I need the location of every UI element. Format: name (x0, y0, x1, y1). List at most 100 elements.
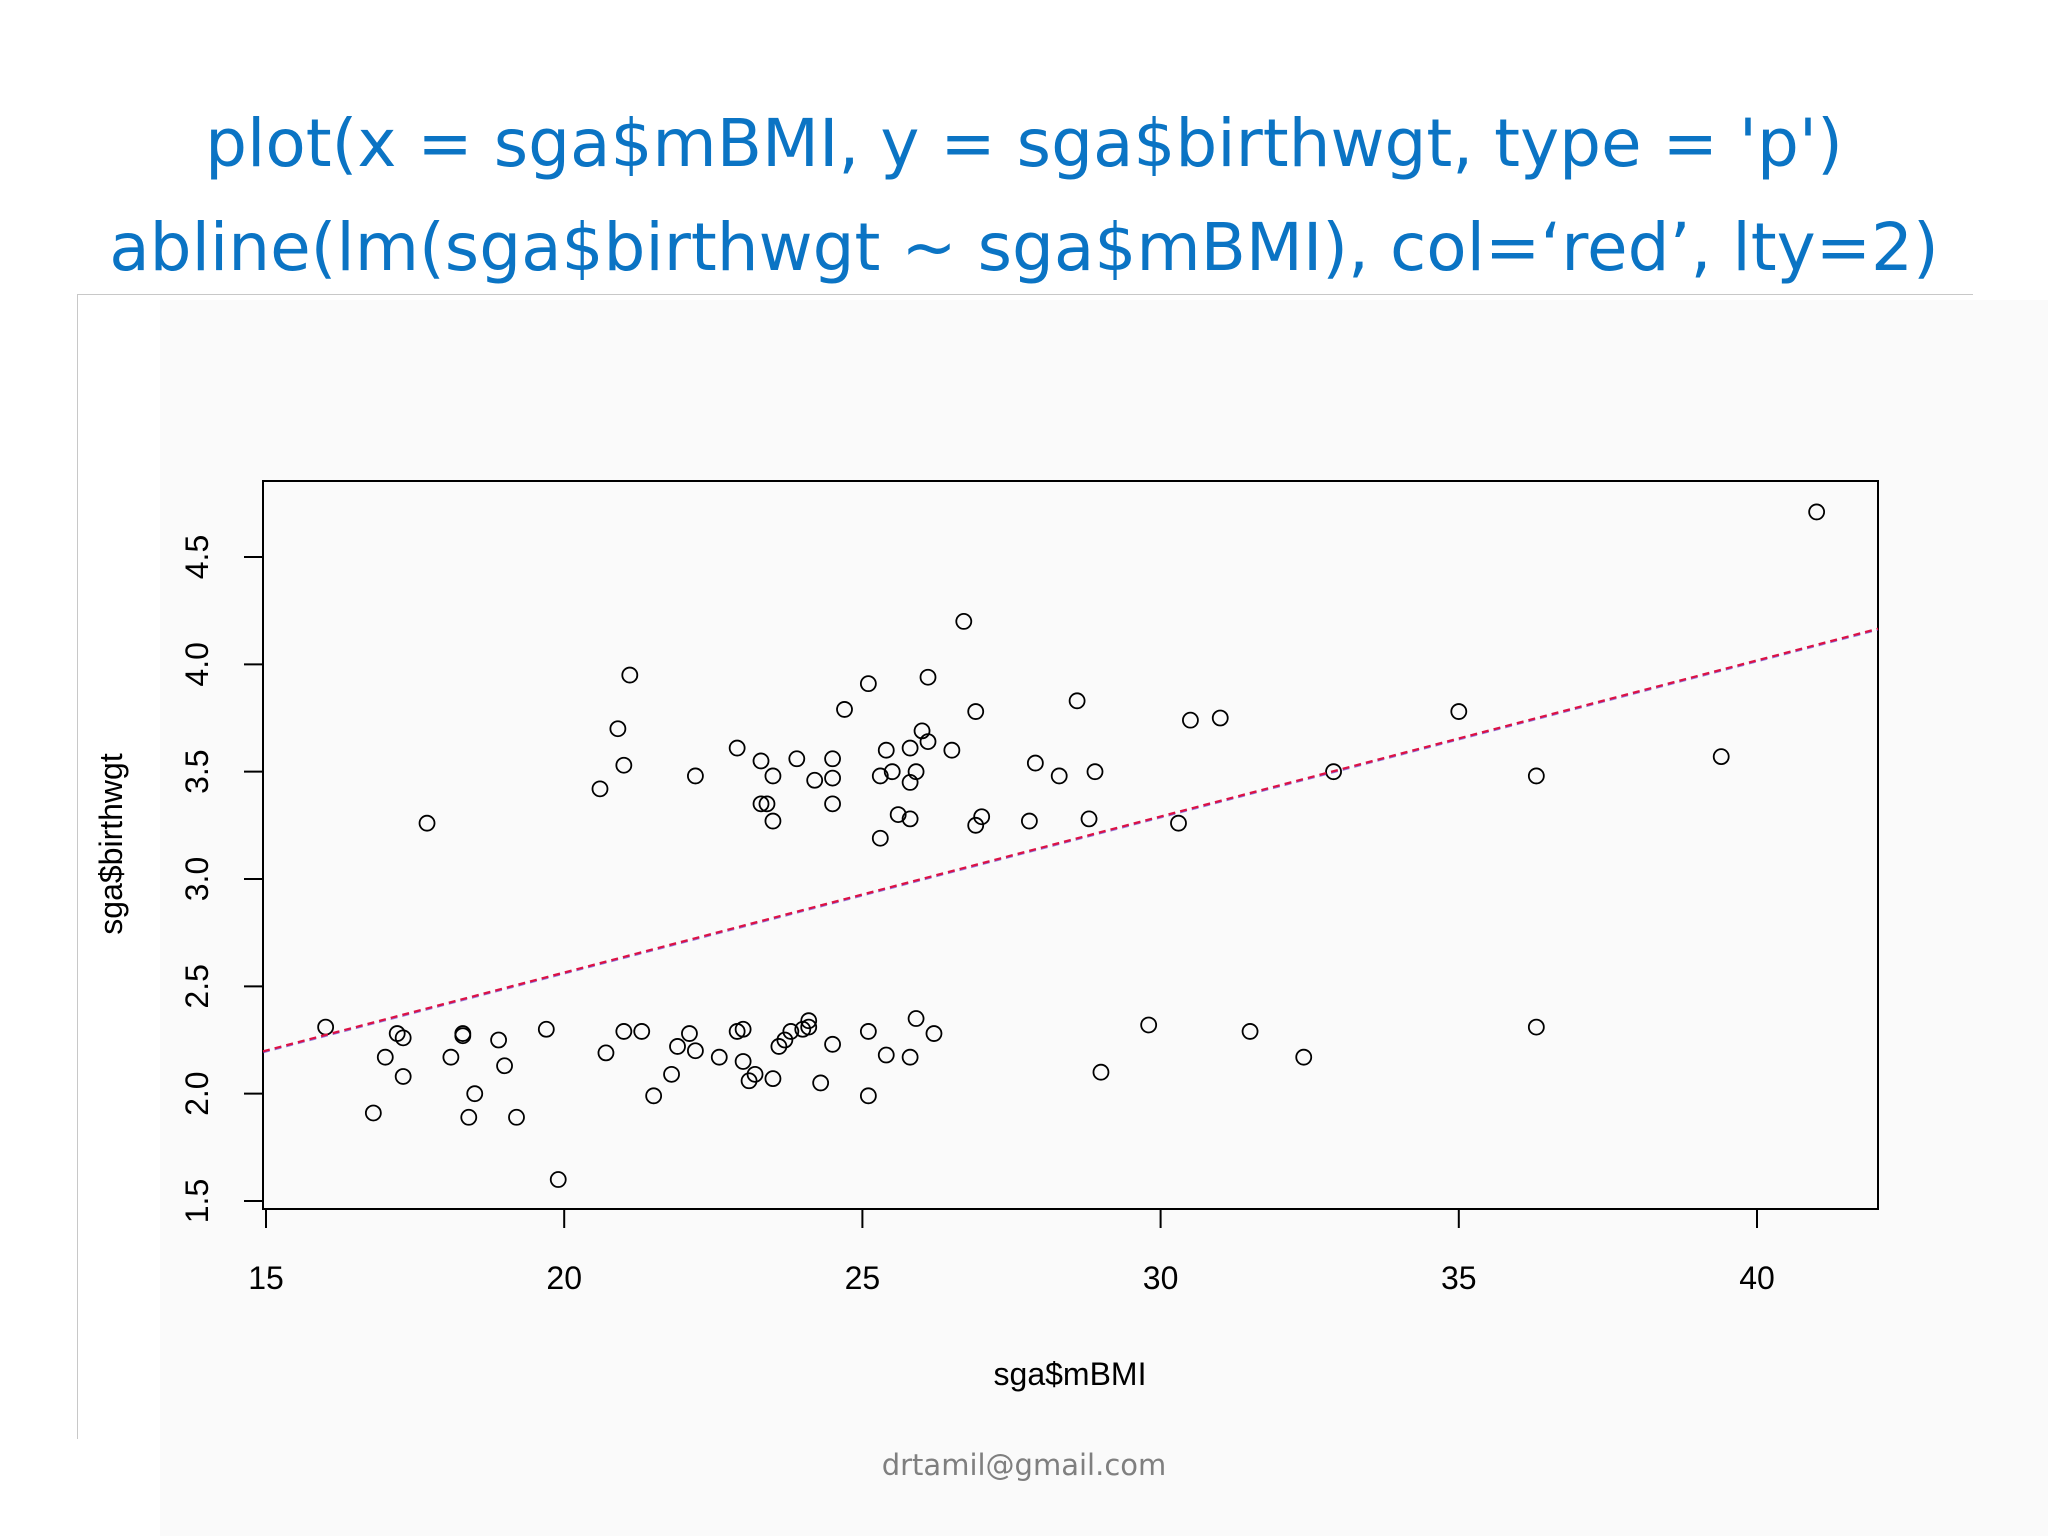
data-point (967, 703, 985, 720)
x-axis-label: sga$mBMI (994, 1356, 1147, 1392)
data-point (788, 750, 806, 768)
slide-title: plot(x = sga$mBMI, y = sga$birthwgt, typ… (0, 92, 2048, 300)
data-point (1712, 748, 1730, 766)
regression-line-group (262, 627, 1879, 1054)
data-point (394, 1068, 412, 1085)
data-point (764, 812, 782, 830)
data-point (454, 1027, 472, 1045)
data-point (376, 1048, 394, 1066)
data-point (1080, 810, 1098, 828)
data-point (824, 1035, 841, 1053)
data-point (943, 741, 961, 759)
data-point (508, 1108, 525, 1126)
data-point (764, 1070, 782, 1088)
data-point (1050, 767, 1068, 785)
data-point (907, 1010, 925, 1027)
data-point (824, 750, 841, 768)
data-point (669, 1038, 686, 1055)
data-point (800, 1018, 818, 1036)
data-point (740, 1072, 758, 1090)
y-tick-label: 4.5 (179, 535, 215, 579)
data-point (490, 1031, 507, 1049)
data-point (645, 1087, 663, 1105)
x-axis: 15 20 25 30 35 40 (248, 1208, 1775, 1296)
data-point (752, 752, 770, 770)
data-point (919, 733, 937, 751)
data-point (883, 763, 901, 781)
x-tick-label: 25 (845, 1260, 881, 1296)
data-point (466, 1085, 484, 1103)
data-point (1527, 767, 1545, 785)
data-point (824, 795, 841, 813)
x-tick-label: 30 (1143, 1260, 1179, 1296)
data-point (907, 763, 925, 781)
data-point (901, 810, 919, 828)
data-point (758, 795, 776, 813)
data-point (889, 806, 907, 823)
plot-box (262, 480, 1879, 1210)
data-point (901, 739, 919, 757)
data-point (1170, 814, 1187, 832)
y-tick-label: 3.0 (179, 857, 215, 901)
data-point (1450, 703, 1468, 720)
data-point (687, 1042, 704, 1060)
data-point (591, 780, 609, 798)
y-axis: 1.5 2.0 2.5 3.0 3.5 4.0 4.5 (179, 535, 264, 1223)
data-point (537, 1020, 555, 1038)
data-point (734, 1053, 752, 1070)
data-point (1140, 1016, 1158, 1034)
data-point (418, 814, 436, 832)
slide-title-line-1: plot(x = sga$mBMI, y = sga$birthwgt, typ… (205, 105, 1843, 182)
data-point (812, 1074, 830, 1092)
data-point (967, 816, 985, 834)
data-point (871, 767, 889, 785)
y-tick-label: 4.0 (179, 642, 215, 686)
data-point (973, 808, 991, 826)
data-point (925, 1025, 943, 1042)
regression-line-shadow (262, 629, 1879, 1054)
x-tick-label: 20 (546, 1260, 582, 1296)
data-point (859, 675, 877, 693)
data-point (317, 1018, 335, 1036)
plot-image-frame (77, 294, 1973, 1439)
footer-email: drtamil@gmail.com (881, 1448, 1167, 1482)
data-point (442, 1048, 460, 1066)
data-point (871, 829, 889, 847)
data-point (1295, 1048, 1313, 1066)
data-point (597, 1044, 615, 1062)
data-point (615, 1023, 633, 1040)
data-point (394, 1029, 412, 1047)
data-point (1211, 709, 1229, 727)
data-points (317, 503, 1826, 1188)
data-point (549, 1171, 567, 1188)
data-point (364, 1104, 382, 1122)
data-point (734, 1020, 752, 1038)
data-point (1026, 754, 1044, 772)
y-tick-label: 2.0 (179, 1071, 215, 1115)
data-point (800, 1012, 818, 1030)
y-tick-label: 3.5 (179, 749, 215, 793)
data-point (728, 739, 746, 757)
data-point (460, 1108, 478, 1126)
data-point (859, 1087, 877, 1105)
data-point (1086, 763, 1104, 781)
data-point (1808, 503, 1826, 521)
data-point (752, 795, 770, 813)
slide-title-line-2: abline(lm(sga$birthwgt ~ sga$mBMI), col=… (109, 209, 1939, 286)
data-point (770, 1038, 788, 1055)
data-point (1092, 1063, 1110, 1081)
plot-background (160, 300, 2048, 1536)
data-point (496, 1057, 513, 1075)
data-point (663, 1065, 680, 1083)
data-point (859, 1023, 877, 1040)
y-tick-label: 1.5 (179, 1179, 215, 1223)
y-tick-label: 2.5 (179, 964, 215, 1008)
data-point (1241, 1023, 1259, 1040)
x-tick-label: 40 (1739, 1260, 1775, 1296)
data-point (687, 767, 704, 785)
x-tick-label: 15 (248, 1260, 284, 1296)
x-tick-label: 35 (1441, 1260, 1477, 1296)
data-point (764, 767, 782, 785)
data-point (1182, 711, 1199, 729)
